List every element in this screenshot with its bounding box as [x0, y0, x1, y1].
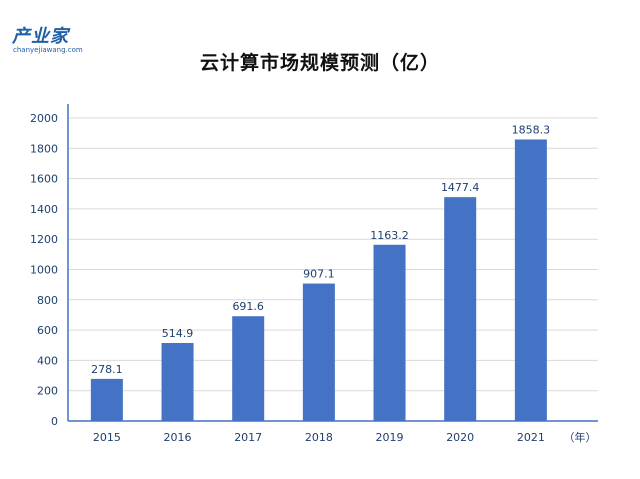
- bar: [161, 342, 194, 421]
- data-label: 1858.3: [512, 123, 551, 136]
- x-tick-label: 2019: [376, 431, 404, 444]
- data-label: 1477.4: [441, 181, 480, 194]
- x-tick-label: 2015: [93, 431, 121, 444]
- bar: [514, 139, 547, 422]
- x-unit-label: （年）: [564, 430, 597, 444]
- x-tick-label: 2017: [234, 431, 262, 444]
- x-tick-labels: 2015 2016 2017 2018 2019 2020 2021: [93, 431, 545, 444]
- bar: [302, 283, 335, 421]
- logo-text: 产业家: [12, 26, 69, 47]
- bar: [90, 378, 123, 421]
- y-tick-label: 0: [51, 415, 58, 428]
- data-label: 1163.2: [370, 229, 409, 242]
- y-tick-label: 1800: [30, 142, 58, 155]
- y-tick-label: 200: [37, 385, 58, 398]
- x-tick-label: 2021: [517, 431, 545, 444]
- bar: [444, 197, 477, 421]
- y-tick-label: 2000: [30, 112, 58, 125]
- y-tick-label: 600: [37, 324, 58, 337]
- bar: [373, 244, 406, 421]
- bars: [90, 139, 547, 422]
- data-labels: 278.1 514.9 691.6 907.1 1163.2 1477.4 1858.3: [91, 123, 550, 375]
- y-tick-label: 1200: [30, 233, 58, 246]
- y-tick-labels: 0 200 400 600 800 1000 1200 1400 1600 1800 2000: [30, 112, 58, 428]
- logo-subtext: chanyejiawang.com: [13, 46, 83, 54]
- data-label: 907.1: [303, 268, 335, 281]
- x-tick-label: 2016: [164, 431, 192, 444]
- data-label: 691.6: [232, 300, 264, 313]
- y-tick-label: 1400: [30, 203, 58, 216]
- y-tick-label: 1000: [30, 264, 58, 277]
- x-tick-label: 2020: [446, 431, 474, 444]
- data-label: 278.1: [91, 363, 123, 376]
- y-tick-label: 1600: [30, 173, 58, 186]
- y-tick-label: 800: [37, 294, 58, 307]
- bar: [232, 316, 265, 421]
- data-label: 514.9: [162, 327, 194, 340]
- y-tick-label: 400: [37, 354, 58, 367]
- logo: 产业家 chanyejiawang.com: [12, 22, 102, 62]
- chart-title: 云计算市场规模预测（亿）: [199, 52, 440, 74]
- x-tick-label: 2018: [305, 431, 333, 444]
